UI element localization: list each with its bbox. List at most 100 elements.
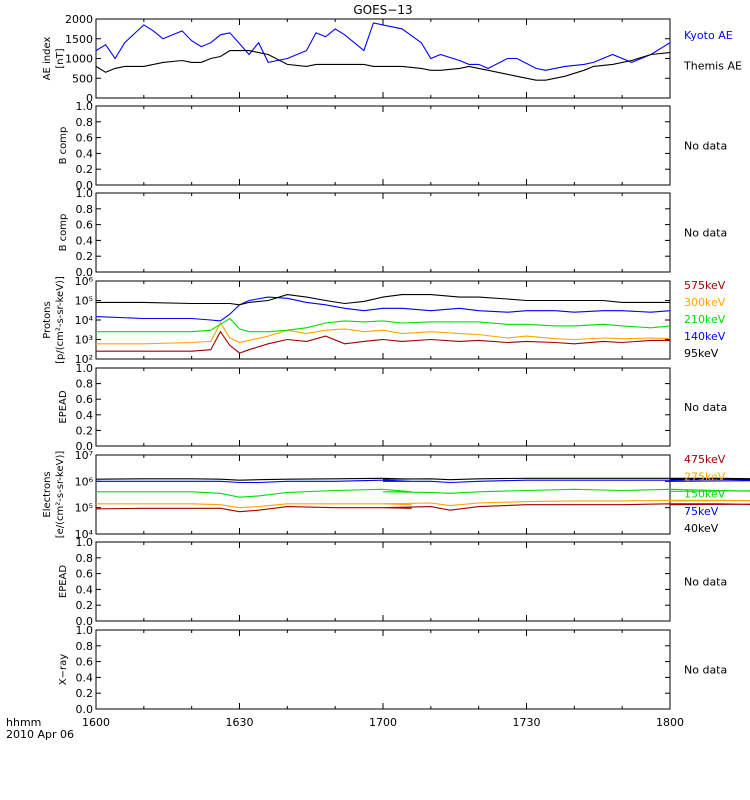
y-tick-label: 0.4 <box>76 234 94 247</box>
y-tick-label: 0.0 <box>76 179 94 192</box>
y-tick-label: 10⁵ <box>75 295 93 308</box>
series-line-475kev <box>95 503 750 513</box>
panel-b1: 0.0 0.2 0.4 0.6 0.8 1.0 B comp No data <box>58 100 727 192</box>
panel-frame <box>95 629 671 710</box>
y-tick-label: 0.4 <box>76 409 94 422</box>
y-tick-label: 0.0 <box>76 703 94 716</box>
legend-entry: 95keV <box>684 347 719 360</box>
y-tick-label: 0.2 <box>76 599 94 612</box>
legend-entry: 475keV <box>684 453 726 466</box>
y-tick-label: 0.6 <box>76 132 94 145</box>
y-tick-label: 0.2 <box>76 250 94 263</box>
y-axis-label: B comp <box>58 214 69 252</box>
y-tick-label: 0.4 <box>76 583 94 596</box>
y-tick-label: 10² <box>75 353 93 366</box>
series-line-140kev <box>95 296 671 322</box>
x-tick-label: 1730 <box>513 716 541 729</box>
series-line-575kev <box>96 330 670 354</box>
y-axis-label: EPEAD <box>58 390 69 424</box>
x-axis: 1600 1630 1700 1730 1800 <box>82 716 684 729</box>
plot-title: GOES−13 <box>353 3 412 17</box>
panel-ae: 0 500 1000 1500 2000 AE index [nT] Kyoto AE Them… <box>42 13 742 105</box>
no-data-label: No data <box>684 140 727 153</box>
y-tick-label: 0.8 <box>76 640 94 653</box>
legend-entry: 575keV <box>684 279 726 292</box>
legend-entry: 275keV <box>684 470 726 483</box>
series-line-themis-ae <box>95 50 671 81</box>
y-axis-label: AE index <box>42 37 53 81</box>
x-tick-label: 1600 <box>82 716 110 729</box>
y-tick-label: 500 <box>72 72 93 85</box>
y-tick-label: 0.4 <box>76 147 94 160</box>
y-tick-label: 1.0 <box>76 624 94 637</box>
panel-xray: 0.0 0.2 0.4 0.6 0.8 1.0 X−ray No data <box>58 624 727 716</box>
panel-frame <box>95 280 671 360</box>
legend-entry: 150keV <box>684 488 726 501</box>
y-tick-label: 0.2 <box>76 163 94 176</box>
y-tick-label: 1.0 <box>76 187 94 200</box>
series-line-95kev <box>96 294 670 306</box>
y-axis-label: Protons <box>42 301 53 338</box>
y-tick-label: 2000 <box>65 13 93 26</box>
y-tick-label: 0.0 <box>76 266 94 279</box>
x-tick-label: 1700 <box>369 716 397 729</box>
legend-entry: 40keV <box>684 522 719 535</box>
panel-epead1: 0.0 0.2 0.4 0.6 0.8 1.0 EPEAD No data <box>58 362 727 453</box>
y-tick-label: 0.0 <box>76 615 94 628</box>
panel-epead2: 0.0 0.2 0.4 0.6 0.8 1.0 EPEAD No data <box>58 536 727 628</box>
series-line-40kev <box>95 477 750 481</box>
footer-label: hhmm <box>6 716 41 729</box>
y-tick-label: 10⁶ <box>75 275 94 288</box>
series-line-150kev <box>96 488 750 498</box>
y-tick-label: 0.2 <box>76 424 94 437</box>
panel-frame <box>95 541 671 622</box>
y-tick-label: 0 <box>86 92 93 105</box>
y-tick-label: 0.8 <box>76 552 94 565</box>
legend-entry: Kyoto AE <box>684 29 733 42</box>
no-data-label: No data <box>684 664 727 677</box>
legend-entry: 140keV <box>684 330 726 343</box>
panel-b2: 0.0 0.2 0.4 0.6 0.8 1.0 B comp No data <box>58 187 727 279</box>
x-tick-label: 1630 <box>226 716 254 729</box>
y-axis-unit: [nT] <box>55 48 66 68</box>
legend-entry: Themis AE <box>683 59 742 72</box>
y-tick-label: 0.8 <box>76 378 94 391</box>
y-tick-label: 0.8 <box>76 203 94 216</box>
y-tick-label: 10⁴ <box>75 314 94 327</box>
y-tick-label: 1500 <box>65 33 93 46</box>
series-line-kyoto-ae <box>95 22 671 71</box>
y-axis-label: Electrons <box>42 471 53 517</box>
y-tick-label: 0.6 <box>76 219 94 232</box>
series-line-275kev <box>96 499 750 509</box>
legend-entry: 210keV <box>684 313 726 326</box>
series-line-300kev <box>96 321 671 345</box>
legend-entry: 300keV <box>684 296 726 309</box>
panel-frame <box>95 367 671 447</box>
y-axis-label: EPEAD <box>58 565 69 599</box>
y-tick-label: 10³ <box>75 334 93 347</box>
panel-frame <box>95 192 671 273</box>
panel-stack: 0 500 1000 1500 2000 AE index [nT] Kyoto AE Them… <box>42 13 750 716</box>
y-tick-label: 1.0 <box>76 536 94 549</box>
legend-entry: 75keV <box>684 505 719 518</box>
y-axis-unit: [e/(cm²-s-sr-keV)] <box>55 451 66 539</box>
panel-frame <box>95 105 671 186</box>
series-line-75kev <box>96 478 750 484</box>
no-data-label: No data <box>684 401 727 414</box>
no-data-label: No data <box>684 576 727 589</box>
y-tick-label: 0.2 <box>76 687 94 700</box>
y-tick-label: 10⁵ <box>75 502 93 515</box>
panel-protons: 10² 10³ 10⁴ 10⁵ 10⁶ Protons [p/(cm²-s-sr-keV)]… <box>42 275 726 366</box>
footer-date: 2010 Apr 06 <box>6 728 74 741</box>
y-tick-label: 1.0 <box>76 362 94 375</box>
y-tick-label: 10⁶ <box>75 475 94 488</box>
no-data-label: No data <box>684 227 727 240</box>
series-line-210kev <box>96 317 671 333</box>
y-tick-label: 10⁴ <box>75 528 94 541</box>
y-tick-label: 1.0 <box>76 100 94 113</box>
y-tick-label: 0.6 <box>76 568 94 581</box>
y-axis-unit: [p/(cm²-s-sr-keV)] <box>55 276 66 364</box>
y-tick-label: 0.8 <box>76 116 94 129</box>
x-tick-label: 1800 <box>656 716 684 729</box>
